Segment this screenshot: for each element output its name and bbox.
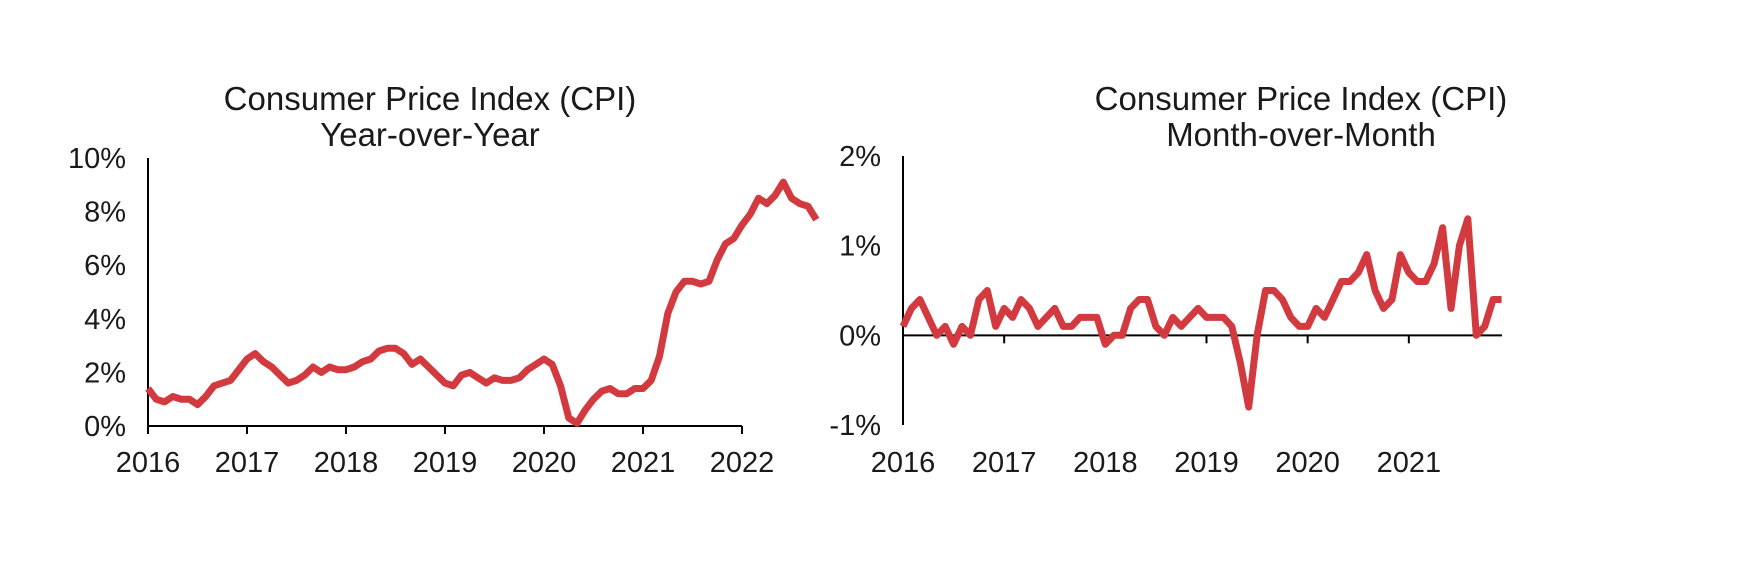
mom-chart-title: Consumer Price Index (CPI) [1094, 80, 1508, 117]
mom-y-tick-label: 2% [839, 141, 881, 173]
yoy-x-tick-label: 2017 [215, 447, 280, 479]
yoy-line-chart: 0% 2% 4% 6% 8% 10% 2016 2017 2018 2019 2020 2021 202… [68, 143, 820, 479]
mom-x-tick-label: 2017 [972, 447, 1037, 479]
mom-x-tick-label: 2018 [1073, 447, 1138, 479]
mom-y-tick-label: 0% [839, 320, 881, 352]
mom-chart-subtitle: Month-over-Month [1166, 116, 1436, 153]
yoy-y-tick-label: 0% [84, 411, 126, 443]
yoy-chart-panel: Consumer Price Index (CPI) Year-over-Yea… [0, 0, 860, 574]
yoy-chart-subtitle: Year-over-Year [320, 116, 540, 153]
mom-chart-panel: Consumer Price Index (CPI) Month-over-Mo… [829, 0, 1742, 574]
yoy-y-tick-label: 10% [68, 143, 126, 175]
yoy-x-tick-label: 2022 [710, 447, 775, 479]
yoy-series-line [145, 178, 820, 427]
yoy-x-tick-label: 2018 [314, 447, 379, 479]
mom-y-tick-label: 1% [839, 231, 881, 263]
yoy-y-tick-label: 6% [84, 250, 126, 282]
yoy-y-tick-label: 4% [84, 304, 126, 336]
mom-x-tick-label: 2016 [871, 447, 936, 479]
mom-x-tick-label: 2020 [1275, 447, 1340, 479]
mom-x-tick-label: 2019 [1174, 447, 1239, 479]
yoy-x-tick-label: 2021 [611, 447, 676, 479]
yoy-x-tick-label: 2020 [512, 447, 577, 479]
mom-x-tick-label: 2021 [1377, 447, 1442, 479]
yoy-y-tick-label: 8% [84, 197, 126, 229]
yoy-x-tick-label: 2019 [413, 447, 478, 479]
yoy-x-tick-label: 2016 [116, 447, 181, 479]
mom-y-tick-label: -1% [829, 410, 881, 442]
yoy-y-tick-label: 2% [84, 357, 126, 389]
mom-line-chart: -1% 0% 1% 2% 2016 2017 2018 2019 2020 2021 [829, 141, 1502, 479]
mom-series-line [899, 215, 1502, 411]
yoy-chart-title: Consumer Price Index (CPI) [223, 80, 637, 117]
